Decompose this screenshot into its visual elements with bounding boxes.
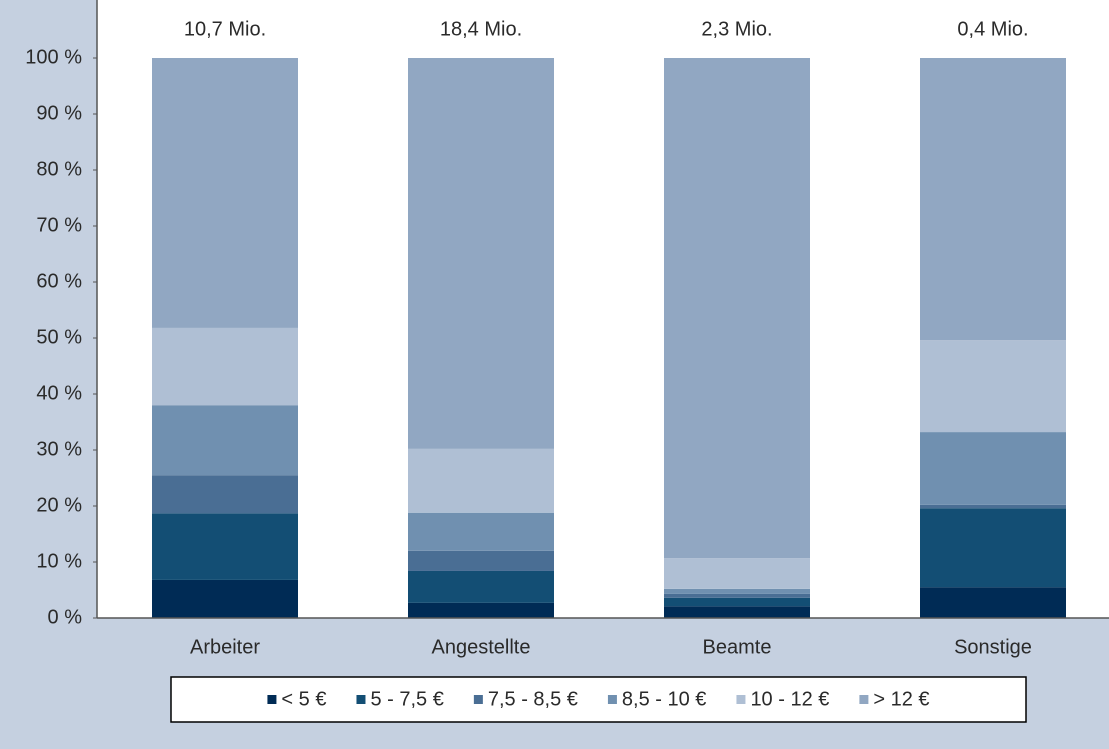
bar-segment [408, 550, 554, 571]
bar-segment [664, 606, 810, 618]
legend-label: 10 - 12 € [750, 688, 829, 710]
bar-segment [152, 579, 298, 618]
legend-swatch [356, 695, 366, 704]
bar-segment [920, 587, 1066, 618]
y-tick-label: 10 % [36, 550, 82, 572]
legend-label: < 5 € [281, 688, 326, 710]
x-tick-label: Angestellte [432, 636, 531, 658]
legend-swatch [607, 695, 617, 704]
legend: < 5 € 5 - 7,5 € 7,5 - 8,5 € 8,5 - 10 € 10 - … [267, 688, 930, 710]
legend-swatch [859, 695, 869, 704]
y-tick-label: 60 % [36, 270, 82, 292]
y-tick-label: 30 % [36, 438, 82, 460]
bar-segment [408, 602, 554, 618]
bar-segment [408, 512, 554, 551]
bar-segment [664, 588, 810, 594]
bar-segment [408, 58, 554, 449]
bar-segment [920, 504, 1066, 509]
bar-segment [920, 340, 1066, 433]
legend-swatch [473, 695, 483, 704]
bar-segment [408, 570, 554, 603]
bar-segment [664, 58, 810, 559]
legend-swatch [267, 695, 277, 704]
bar-segment [152, 405, 298, 476]
y-tick-label: 70 % [36, 214, 82, 236]
x-tick-label: Arbeiter [190, 636, 260, 658]
bar-segment [664, 593, 810, 598]
legend-label: 5 - 7,5 € [370, 688, 443, 710]
bar-segment [152, 475, 298, 514]
y-tick-label: 20 % [36, 494, 82, 516]
bar-segment [920, 508, 1066, 588]
bar-segment [920, 58, 1066, 341]
legend-label: > 12 € [873, 688, 929, 710]
total-label: 10,7 Mio. [184, 18, 266, 40]
y-tick-label: 100 % [25, 46, 82, 68]
y-tick-label: 40 % [36, 382, 82, 404]
total-label: 18,4 Mio. [440, 18, 522, 40]
legend-label: 7,5 - 8,5 € [488, 688, 578, 710]
legend-box [170, 676, 1027, 723]
bar-segment [664, 558, 810, 589]
legend-swatch [736, 695, 746, 704]
bar-segment [408, 448, 554, 513]
y-tick-label: 80 % [36, 158, 82, 180]
bar-segment [920, 432, 1066, 505]
total-label: 2,3 Mio. [701, 18, 772, 40]
bar-segment [152, 327, 298, 406]
x-tick-label: Sonstige [954, 636, 1032, 658]
legend-label: 8,5 - 10 € [622, 688, 707, 710]
y-tick-label: 50 % [36, 326, 82, 348]
x-tick-label: Beamte [703, 636, 772, 658]
bar-segment [152, 58, 298, 328]
total-label: 0,4 Mio. [957, 18, 1028, 40]
y-tick-label: 90 % [36, 102, 82, 124]
bar-segment [152, 513, 298, 580]
y-tick-label: 0 % [48, 606, 83, 628]
bar-segment [664, 597, 810, 607]
